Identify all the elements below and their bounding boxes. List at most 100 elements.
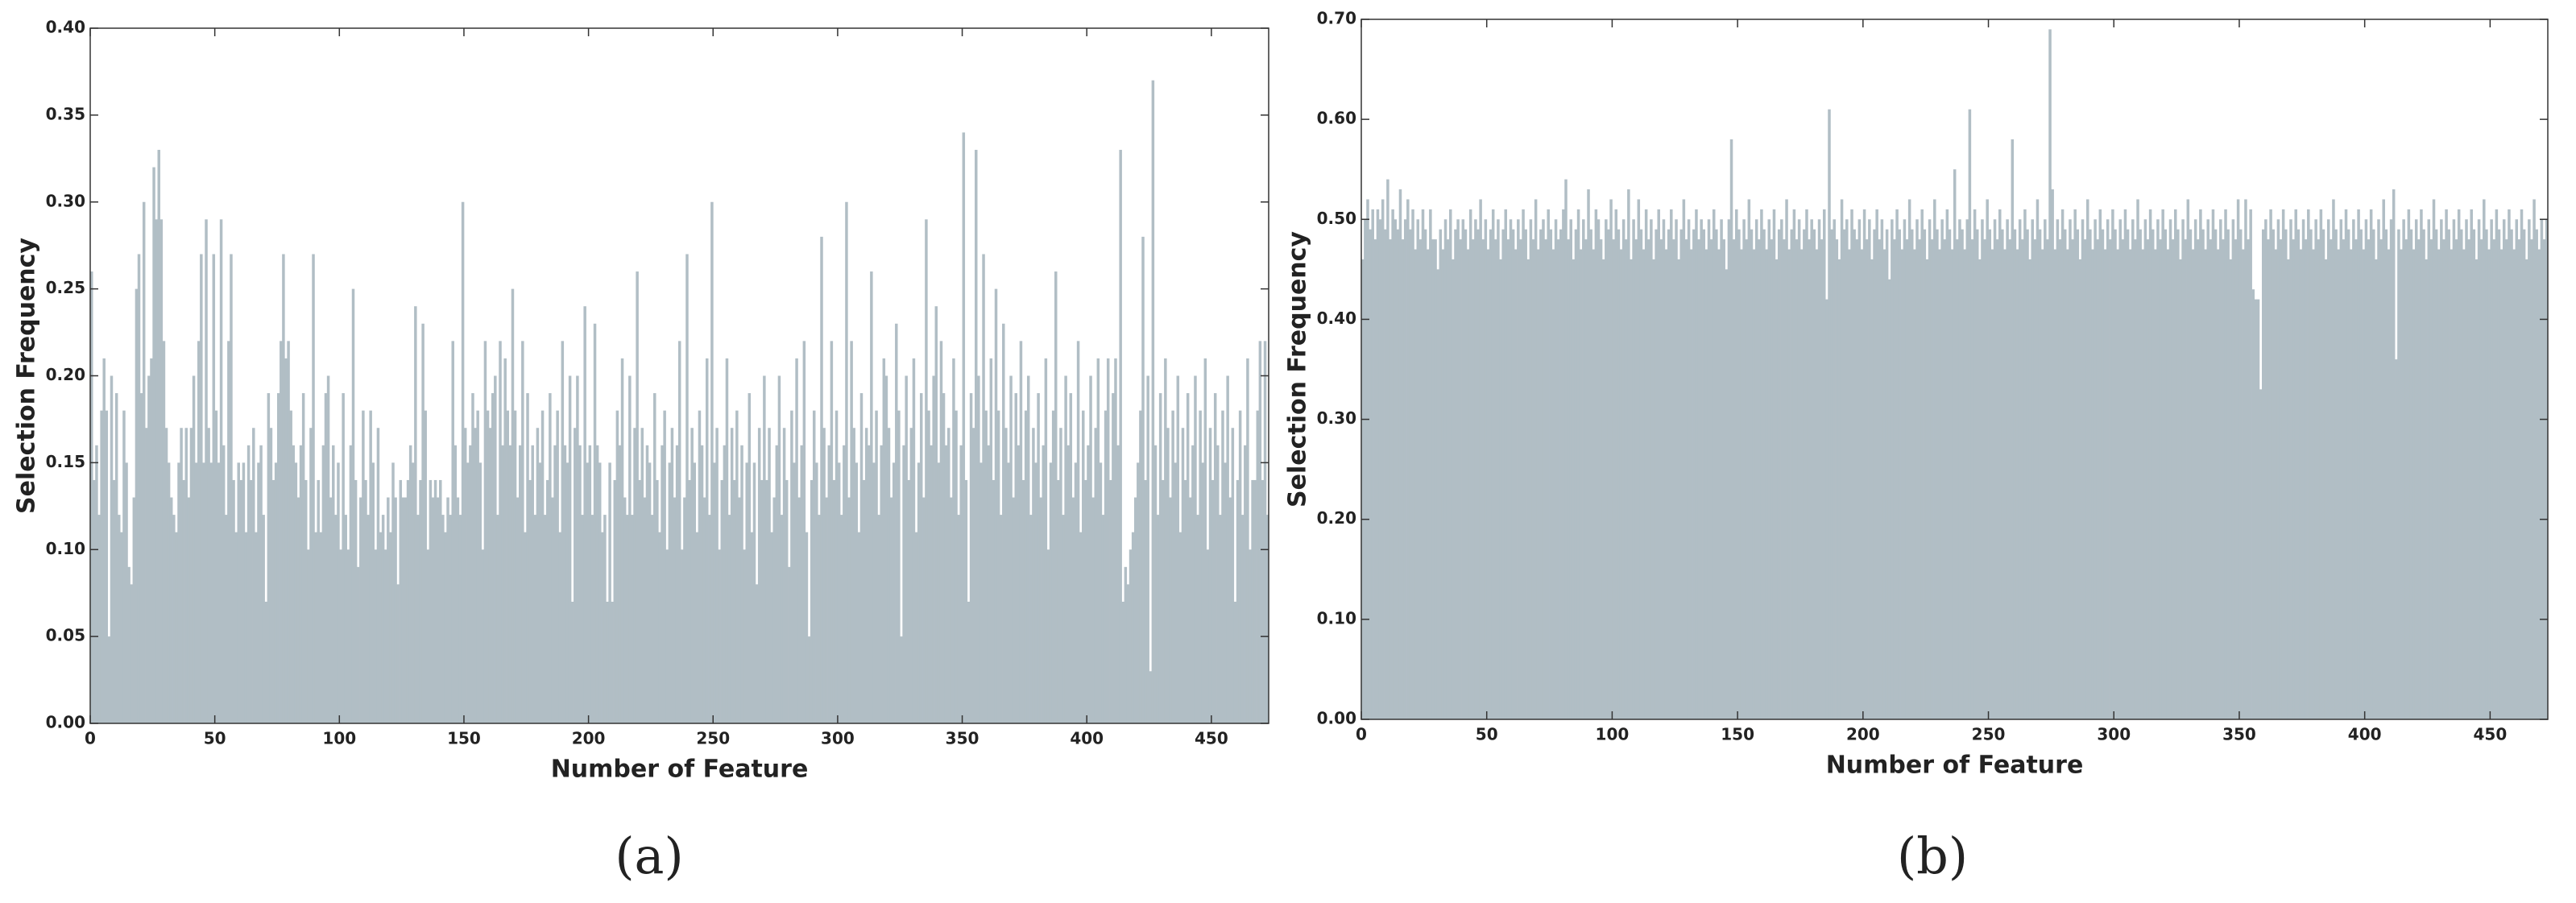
bar (2432, 199, 2436, 719)
bar (902, 445, 905, 723)
bar (1880, 219, 1884, 719)
bar (200, 254, 203, 724)
bar (2379, 239, 2383, 720)
bar (2337, 249, 2340, 719)
bar (1820, 239, 1824, 720)
bar (137, 254, 141, 724)
bar (618, 445, 622, 723)
bar (2542, 239, 2546, 720)
bar (939, 341, 943, 723)
bar (1042, 445, 1046, 723)
bar (521, 341, 524, 723)
bar (1988, 229, 1992, 719)
bar (2254, 299, 2258, 720)
bar (748, 393, 752, 723)
bar (1712, 209, 1716, 719)
bar (1511, 229, 1515, 719)
bar (2420, 209, 2423, 719)
bar (977, 375, 980, 723)
bar (750, 532, 754, 723)
bar (169, 497, 173, 723)
bar (2349, 249, 2353, 719)
bar (952, 358, 955, 723)
y-tick-label: 0.05 (46, 626, 85, 645)
bar (1740, 249, 1743, 719)
bar (177, 462, 180, 723)
bar (414, 306, 417, 723)
bar (2342, 239, 2346, 720)
bar (1915, 219, 1919, 719)
bar (1956, 239, 1959, 720)
bar (2071, 239, 2074, 720)
bar (1857, 219, 1862, 719)
bar (501, 445, 504, 723)
bar (2264, 219, 2267, 719)
bar (2267, 239, 2270, 720)
bar (665, 549, 669, 723)
bar (1389, 239, 1392, 720)
bar (593, 323, 597, 723)
bar (1612, 239, 1615, 720)
bar (2505, 239, 2508, 720)
bar (1559, 229, 1563, 719)
bar (700, 445, 704, 723)
x-tick-label: 300 (821, 729, 855, 748)
bar (558, 532, 561, 723)
bar (491, 393, 495, 723)
bar (1938, 249, 1941, 719)
bar (122, 410, 126, 723)
bar (2126, 229, 2130, 719)
bar (932, 375, 935, 723)
bar (1219, 515, 1222, 723)
bar (1443, 219, 1447, 719)
bar (431, 497, 435, 723)
bar (681, 549, 684, 723)
bar (964, 479, 968, 723)
bar (1903, 219, 1907, 719)
bar (1970, 239, 1974, 720)
bar (1044, 358, 1048, 723)
bar (574, 428, 577, 723)
x-tick-label: 250 (1972, 725, 2006, 744)
bar (673, 497, 677, 723)
bar (471, 393, 474, 723)
bar (2168, 219, 2172, 719)
bar (2081, 219, 2085, 719)
bar (668, 462, 672, 723)
bar (2209, 239, 2213, 720)
bar (2296, 229, 2301, 719)
bar (1837, 259, 1841, 719)
bar (1803, 229, 1806, 719)
bar (2021, 239, 2024, 720)
bar (1174, 462, 1177, 723)
bar (1933, 199, 1936, 719)
bar (2492, 239, 2496, 720)
bar (812, 410, 816, 723)
bar (1634, 239, 1638, 720)
bar (1133, 497, 1137, 723)
bar (947, 428, 950, 723)
bar (917, 462, 921, 723)
bar (1825, 299, 1828, 720)
bar (1499, 259, 1502, 719)
bar (1572, 259, 1576, 719)
bar (474, 428, 477, 723)
bar (2066, 249, 2069, 719)
bar (2186, 199, 2190, 719)
bar (1975, 229, 1979, 719)
bar (284, 358, 288, 723)
bar (1662, 219, 1666, 719)
bar (643, 497, 647, 723)
bar (822, 428, 826, 723)
bar (1522, 209, 1525, 719)
bar (2346, 229, 2350, 719)
bar (1913, 249, 1916, 719)
bar (1026, 375, 1030, 723)
bar (775, 445, 779, 723)
bar (416, 515, 420, 723)
bar (818, 515, 821, 723)
y-tick-label: 0.00 (1317, 709, 1356, 728)
bar (155, 219, 158, 723)
bar (1993, 219, 1997, 719)
bar (1501, 229, 1505, 719)
